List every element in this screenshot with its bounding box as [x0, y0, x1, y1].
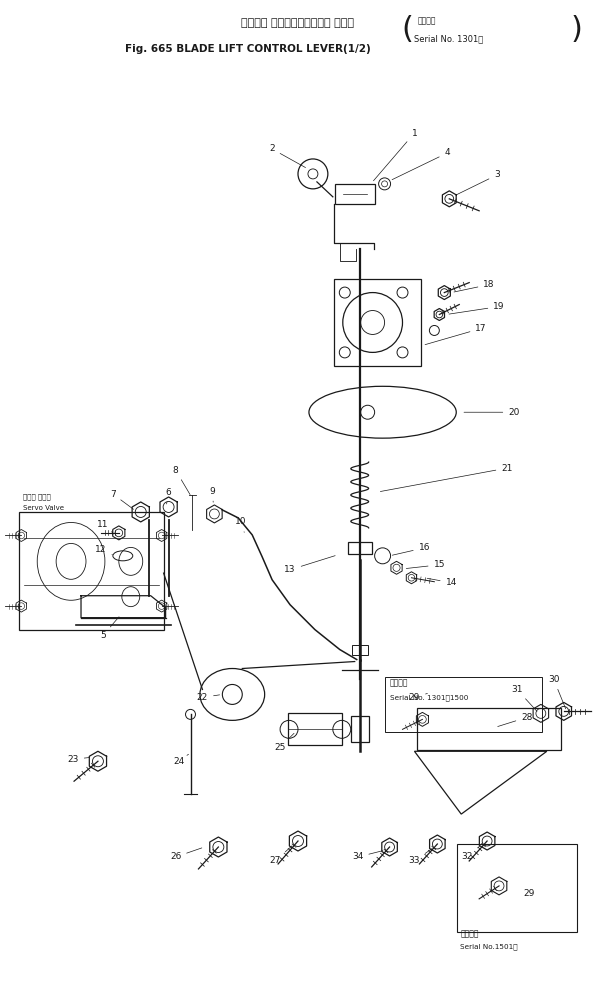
Text: 15: 15 — [406, 561, 445, 570]
Text: 5: 5 — [100, 617, 119, 640]
Text: 19: 19 — [449, 302, 505, 315]
Bar — [457, 844, 577, 932]
Text: 4: 4 — [392, 148, 450, 180]
Text: ブレード リフトコントロール レバー: ブレード リフトコントロール レバー — [240, 19, 353, 29]
Text: 3: 3 — [457, 170, 500, 195]
Text: 23: 23 — [67, 755, 89, 764]
Text: 21: 21 — [380, 464, 513, 492]
Text: 32: 32 — [462, 846, 480, 861]
Text: 10: 10 — [234, 517, 246, 532]
Text: 1: 1 — [374, 129, 417, 181]
Text: サーボ バルブ: サーボ バルブ — [23, 493, 51, 499]
Text: 29: 29 — [523, 889, 534, 898]
Bar — [352, 645, 368, 655]
Text: 27: 27 — [270, 846, 292, 865]
Text: 11: 11 — [97, 520, 113, 533]
Text: Servo Valve: Servo Valve — [23, 505, 64, 511]
Text: 9: 9 — [209, 487, 215, 502]
Text: Serial No. 1301～1500: Serial No. 1301～1500 — [390, 694, 468, 701]
Text: 20: 20 — [464, 407, 519, 416]
Bar — [347, 542, 372, 554]
Bar — [287, 713, 342, 746]
Text: 18: 18 — [454, 280, 495, 292]
Bar — [19, 512, 164, 630]
Text: 24: 24 — [173, 755, 189, 765]
Text: 8: 8 — [173, 466, 190, 494]
Text: 33: 33 — [409, 849, 432, 865]
Text: 12: 12 — [95, 545, 112, 555]
Text: 適用号機: 適用号機 — [461, 930, 479, 939]
Text: 17: 17 — [425, 324, 487, 344]
Bar — [350, 716, 369, 743]
Text: 13: 13 — [284, 556, 335, 575]
Text: 31: 31 — [511, 685, 537, 711]
Text: 14: 14 — [427, 579, 457, 587]
Text: Fig. 665 BLADE LIFT CONTROL LEVER(1/2): Fig. 665 BLADE LIFT CONTROL LEVER(1/2) — [126, 45, 371, 54]
Text: 16: 16 — [392, 543, 430, 555]
Text: Serial No.1501～: Serial No.1501～ — [461, 944, 518, 950]
Text: Serial No. 1301～: Serial No. 1301～ — [415, 35, 484, 44]
Bar — [335, 184, 375, 204]
Text: 適用号機: 適用号機 — [418, 17, 436, 26]
Text: 22: 22 — [197, 693, 220, 702]
Bar — [334, 279, 421, 366]
Text: 25: 25 — [274, 733, 294, 752]
Text: 7: 7 — [110, 490, 133, 509]
Text: (: ( — [402, 15, 414, 44]
Text: 28: 28 — [498, 713, 533, 727]
Bar — [417, 708, 561, 751]
Text: 26: 26 — [170, 848, 202, 861]
Text: 29: 29 — [409, 693, 427, 702]
Text: ): ) — [571, 15, 583, 44]
Text: 2: 2 — [270, 144, 305, 167]
Text: 34: 34 — [352, 851, 383, 861]
Bar — [384, 677, 542, 732]
Text: 6: 6 — [166, 488, 171, 504]
Text: 適用号機: 適用号機 — [390, 678, 408, 687]
Text: 30: 30 — [548, 674, 566, 709]
